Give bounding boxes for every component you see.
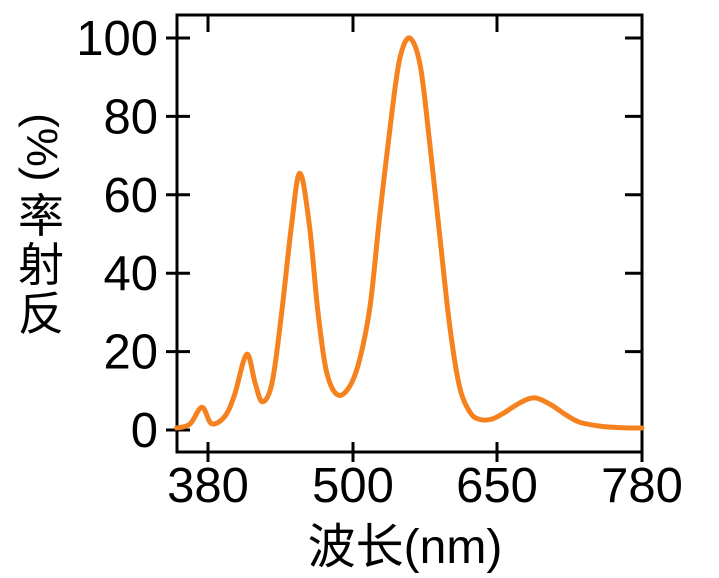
plot-frame: [175, 13, 644, 454]
y-axis-title: (%) 率 射 反: [12, 102, 70, 338]
y-tick-label: 60: [103, 169, 158, 223]
y-tick-label: 20: [103, 326, 158, 380]
x-axis-title: 波长(nm): [308, 521, 503, 574]
y-tick-label: 100: [76, 12, 158, 66]
x-tick-label: 780: [601, 459, 683, 513]
x-tick-label: 500: [312, 459, 394, 513]
y-tick-label: 0: [131, 404, 158, 458]
x-tick-label: 650: [456, 459, 538, 513]
y-axis-char: 反: [18, 287, 64, 340]
y-tick-label: 80: [103, 90, 158, 144]
x-tick-label: 380: [167, 459, 249, 513]
y-axis-char: 率: [18, 190, 64, 242]
y-tick-label: 40: [103, 247, 158, 301]
y-axis-char: 射: [18, 238, 64, 291]
reflectance-curve: [174, 35, 645, 431]
